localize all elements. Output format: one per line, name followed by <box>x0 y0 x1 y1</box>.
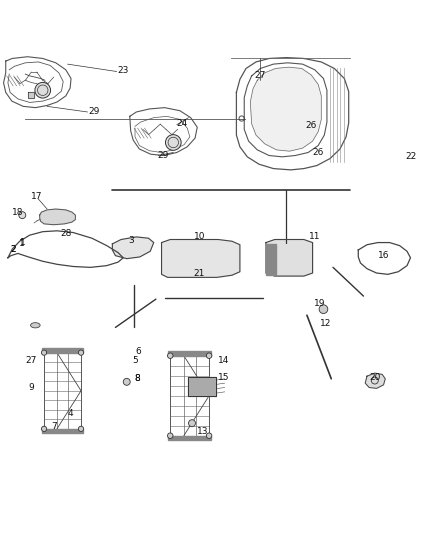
Circle shape <box>166 135 181 150</box>
Text: 23: 23 <box>117 66 129 75</box>
Text: 6: 6 <box>136 347 141 356</box>
Polygon shape <box>187 377 216 396</box>
Circle shape <box>188 419 195 426</box>
Polygon shape <box>168 351 211 356</box>
Circle shape <box>206 433 212 439</box>
Text: 27: 27 <box>254 71 266 80</box>
Text: 1: 1 <box>20 238 26 247</box>
Text: 20: 20 <box>369 373 381 382</box>
Text: 2: 2 <box>11 246 16 254</box>
Text: 26: 26 <box>306 120 317 130</box>
Polygon shape <box>168 435 211 440</box>
Polygon shape <box>113 237 154 259</box>
Text: 7: 7 <box>51 422 57 431</box>
Text: 8: 8 <box>134 374 140 383</box>
Text: 22: 22 <box>405 152 416 161</box>
Circle shape <box>42 350 47 356</box>
Circle shape <box>167 433 173 439</box>
Circle shape <box>19 212 26 219</box>
Circle shape <box>42 426 47 431</box>
Polygon shape <box>42 429 83 433</box>
Text: 11: 11 <box>309 232 321 241</box>
Text: 24: 24 <box>177 119 187 128</box>
Text: 14: 14 <box>218 356 229 365</box>
Text: 29: 29 <box>88 108 99 117</box>
Circle shape <box>319 305 328 313</box>
Text: 12: 12 <box>320 319 331 328</box>
Polygon shape <box>251 67 321 151</box>
Text: 18: 18 <box>12 207 24 216</box>
Circle shape <box>35 83 50 98</box>
Text: 5: 5 <box>133 356 138 365</box>
Text: 8: 8 <box>134 374 140 383</box>
Polygon shape <box>365 373 385 389</box>
Text: 16: 16 <box>378 251 389 260</box>
Text: 13: 13 <box>197 426 208 435</box>
Circle shape <box>206 353 212 359</box>
Circle shape <box>78 350 84 356</box>
Text: 3: 3 <box>128 236 134 245</box>
Circle shape <box>123 378 130 385</box>
Ellipse shape <box>31 322 40 328</box>
Text: 10: 10 <box>194 232 205 241</box>
Text: 26: 26 <box>313 148 324 157</box>
Polygon shape <box>28 92 34 98</box>
Text: 15: 15 <box>218 373 229 382</box>
Polygon shape <box>266 244 276 275</box>
Polygon shape <box>42 348 83 353</box>
Text: 28: 28 <box>60 229 71 238</box>
Text: 19: 19 <box>314 299 326 308</box>
Circle shape <box>167 353 173 359</box>
Text: 1: 1 <box>19 239 25 248</box>
Polygon shape <box>40 209 75 225</box>
Text: 2: 2 <box>11 246 16 254</box>
Circle shape <box>78 426 84 431</box>
Polygon shape <box>266 239 313 276</box>
Text: 29: 29 <box>158 151 169 160</box>
Text: 27: 27 <box>25 356 37 365</box>
Text: 4: 4 <box>67 409 73 418</box>
Text: 9: 9 <box>28 383 34 392</box>
Text: 21: 21 <box>194 269 205 278</box>
Text: 17: 17 <box>31 192 42 201</box>
Polygon shape <box>162 239 240 277</box>
